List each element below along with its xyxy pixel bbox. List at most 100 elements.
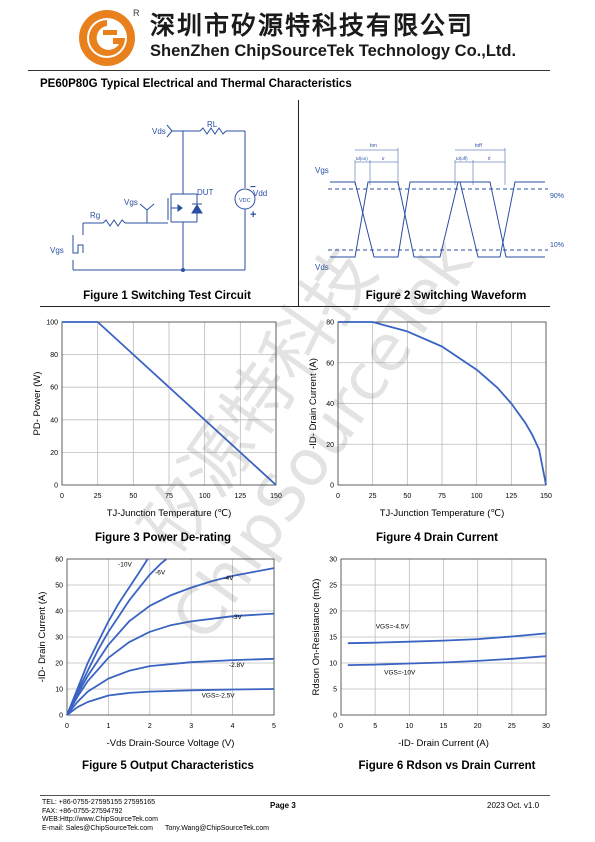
series-label: -10V (118, 561, 132, 568)
header-divider (28, 70, 550, 71)
x-tick-label: 25 (369, 493, 377, 500)
x-axis-label: -ID- Drain Current (A) (398, 738, 489, 749)
x-axis-label: TJ-Junction Temperature (℃) (380, 508, 505, 519)
figure-3-caption: Figure 3 Power De-rating (94, 532, 232, 544)
y-tick-label: 60 (326, 360, 334, 367)
y-tick-label: 40 (50, 417, 58, 424)
figure-5-caption: Figure 5 Output Characteristics (82, 760, 254, 772)
x-tick-label: 20 (474, 723, 482, 730)
y-tick-label: 30 (329, 557, 337, 564)
company-logo: R (79, 8, 140, 66)
power-derating-chart: 0 25 50 75 100 125 150 0 20 40 60 80 100 TJ-Junction … (32, 320, 282, 520)
y-tick-label: 40 (55, 609, 63, 616)
vdc-label: VDC (239, 198, 251, 204)
footer-contact: TEL: +86-0755-27595155 27595165 FAX: +86… (42, 799, 269, 833)
x-tick-label: 10 (405, 723, 413, 730)
percent-10-label: 10% (550, 242, 564, 249)
series-line (66, 558, 167, 716)
series-line (347, 655, 547, 666)
series-line (66, 688, 275, 716)
figure-divider-horizontal (40, 306, 550, 307)
series-line (338, 321, 547, 486)
x-tick-label: 3 (189, 723, 193, 730)
x-tick-label: 75 (438, 493, 446, 500)
dut-label: DUT (197, 188, 214, 197)
series-label: -6V (155, 570, 166, 577)
vds-wave-label: Vds (315, 263, 329, 272)
plot-frame (340, 558, 547, 716)
series-line (66, 657, 275, 716)
tf-label: tf (488, 156, 491, 161)
y-tick-label: 0 (54, 483, 58, 490)
y-tick-label: 25 (329, 583, 337, 590)
y-tick-label: 0 (59, 713, 63, 720)
y-tick-label: 15 (329, 635, 337, 642)
y-tick-label: 40 (326, 401, 334, 408)
x-tick-label: 50 (403, 493, 411, 500)
y-tick-label: 80 (50, 352, 58, 359)
x-tick-label: 0 (336, 493, 340, 500)
x-tick-label: 2 (148, 723, 152, 730)
y-tick-label: 0 (333, 713, 337, 720)
y-tick-label: 10 (55, 687, 63, 694)
footer-web[interactable]: WEB:Http://www.ChipSourceTek.com (42, 816, 158, 823)
x-tick-label: 150 (540, 493, 552, 500)
figure-6-caption: Figure 6 Rdson vs Drain Current (358, 760, 536, 772)
series-line (66, 612, 275, 716)
x-tick-label: 0 (339, 723, 343, 730)
series-line (66, 558, 149, 716)
page-number: Page 3 (270, 801, 296, 810)
vdd-label: Vdd (253, 189, 267, 198)
x-tick-label: 1 (106, 723, 110, 730)
tdoff-label: td(off) (456, 156, 468, 161)
series-line (66, 567, 275, 716)
logo-registered-mark: R (133, 8, 140, 18)
tdon-label: td(on) (356, 156, 368, 161)
footer-divider (40, 795, 550, 796)
plus-sign: + (250, 209, 256, 221)
series-line (62, 321, 277, 486)
x-tick-label: 150 (270, 493, 282, 500)
footer-tel: TEL: +86-0755-27595155 27595165 (42, 799, 156, 806)
figure-1-caption: Figure 1 Switching Test Circuit (83, 290, 251, 302)
y-tick-label: 20 (329, 609, 337, 616)
x-tick-label: 0 (60, 493, 64, 500)
x-tick-label: 100 (471, 493, 483, 500)
y-tick-label: 100 (46, 320, 58, 327)
y-tick-label: 30 (55, 635, 63, 642)
minus-sign: − (250, 182, 256, 193)
figure-4-caption: Figure 4 Drain Current (375, 532, 499, 544)
tr-label: tr (382, 156, 385, 161)
company-name-cn: 深圳市矽源特科技有限公司 (150, 11, 475, 40)
series-label: VGS=-2.5V (202, 692, 236, 699)
rl-label: RL (207, 120, 218, 129)
toff-label: toff (475, 143, 482, 149)
switching-waveform: Vgs Vds 90% 10% ton td(on) tr toff td(of… (315, 143, 564, 272)
vds-label: Vds (152, 127, 166, 136)
x-tick-label: 75 (165, 493, 173, 500)
x-tick-label: 4 (231, 723, 235, 730)
document-version: 2023 Oct. v1.0 (487, 801, 540, 810)
x-axis-label: -Vds Drain-Source Voltage (V) (107, 738, 235, 749)
footer-fax: FAX: +86-0755-27594792 (42, 807, 123, 815)
y-tick-label: 20 (326, 442, 334, 449)
y-tick-label: 10 (329, 661, 337, 668)
figure-2-caption: Figure 2 Switching Waveform (365, 290, 527, 302)
y-axis-label: -ID- Drain Current (A) (37, 592, 48, 683)
footer-email-2[interactable]: Tony.Wang@ChipSourceTek.com (164, 824, 269, 832)
y-tick-label: 50 (55, 583, 63, 590)
series-label: -3V (232, 614, 243, 621)
drain-current-chart: 0 25 50 75 100 125 150 0 20 40 60 80 TJ-Junction Tem… (308, 320, 552, 520)
x-tick-label: 15 (440, 723, 448, 730)
y-tick-label: 20 (50, 450, 58, 457)
x-axis-label: TJ-Junction Temperature (℃) (107, 508, 232, 519)
x-tick-label: 50 (129, 493, 137, 500)
footer-email[interactable]: E-mail: Sales@ChipSourceTek.com (42, 824, 153, 832)
y-tick-label: 20 (55, 661, 63, 668)
x-tick-label: 25 (508, 723, 516, 730)
series-label: VGS=-10V (384, 669, 416, 676)
x-tick-label: 125 (505, 493, 517, 500)
x-tick-label: 5 (373, 723, 377, 730)
document-title: PE60P80G Typical Electrical and Thermal … (40, 78, 352, 90)
